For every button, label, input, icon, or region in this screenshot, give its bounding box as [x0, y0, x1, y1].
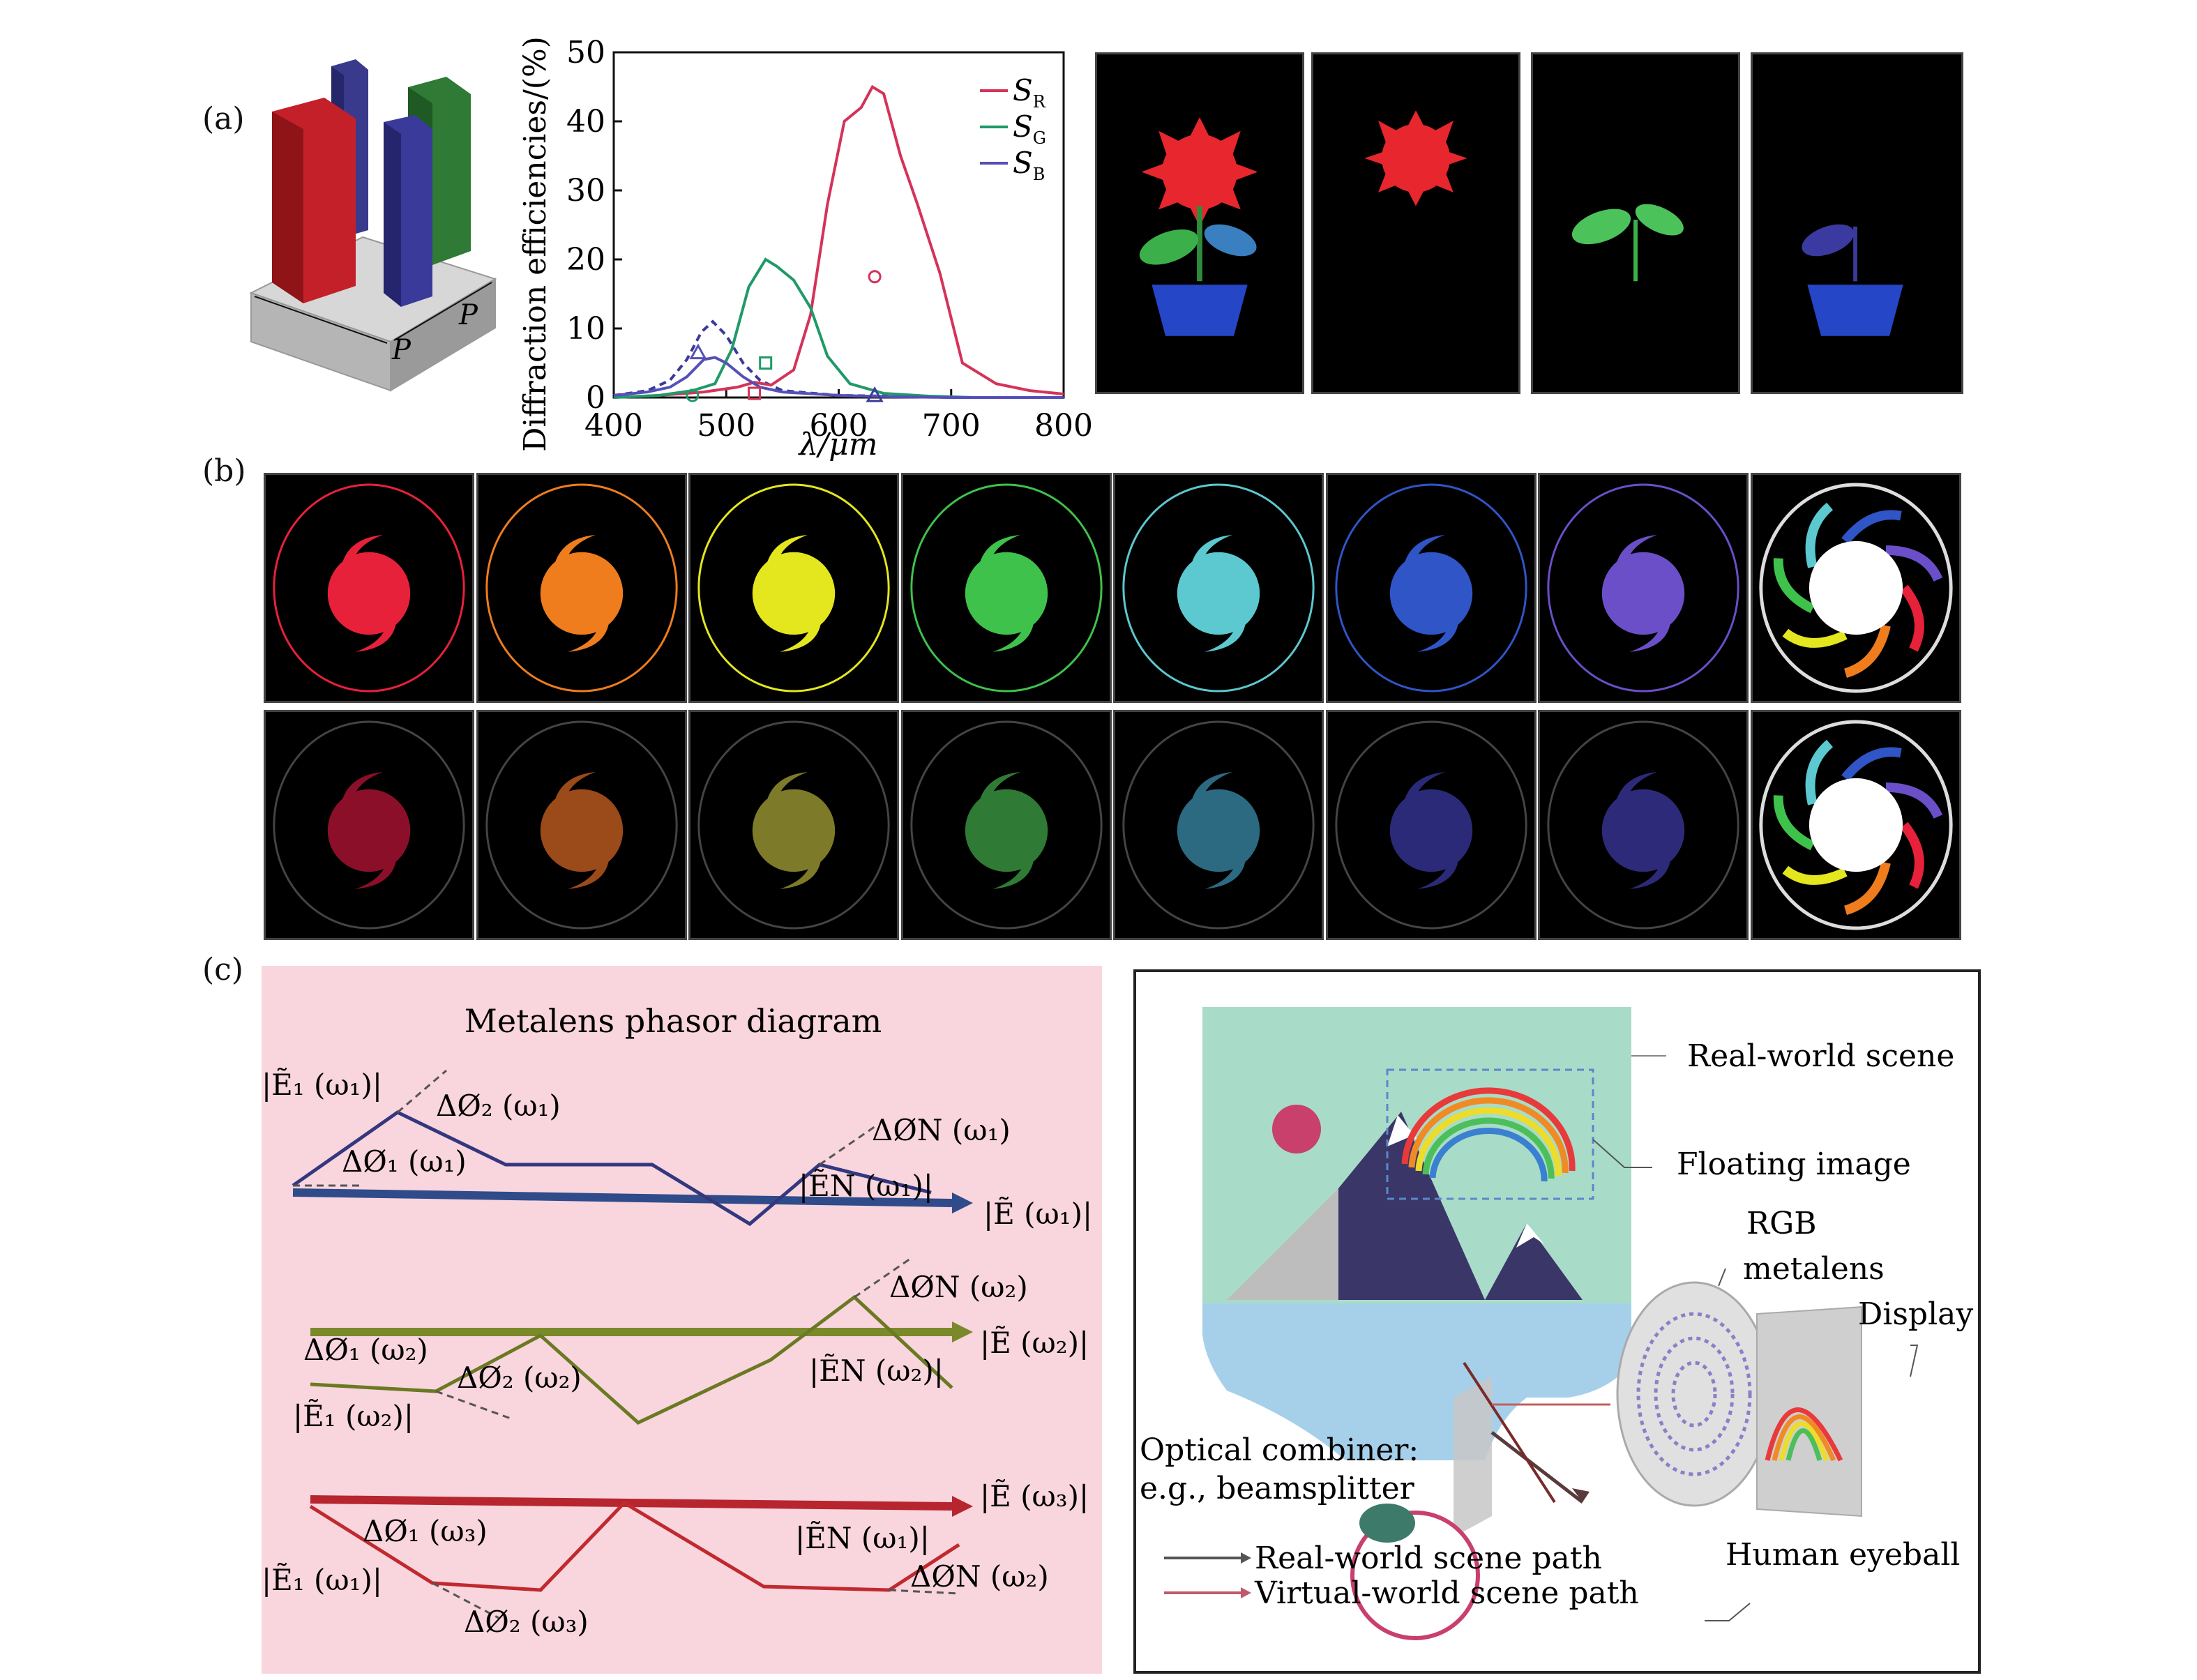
label-real-world-path: Real-world scene path: [1255, 1541, 1602, 1576]
phasor-r3-e1: |Ẽ₁ (ω₁)|: [262, 1562, 382, 1597]
chart-axes: 400 500 600 700 800 0 10 20 30 40 50: [566, 35, 1093, 444]
label-rgb: RGB: [1746, 1206, 1817, 1241]
phasor-r3-e: |Ẽ (ω₃)|: [980, 1478, 1089, 1513]
swirl-tile: [264, 473, 474, 703]
chart-series: [613, 84, 1064, 399]
y-tick-label: 30: [566, 173, 605, 209]
sun-icon: [1272, 1105, 1321, 1153]
phasor-r2-en: |ẼN (ω₂)|: [809, 1353, 944, 1388]
y-tick-label: 0: [586, 380, 605, 416]
diffraction-efficiency-chart: 400 500 600 700 800 0 10 20 30 40 50 Diffraction e…: [518, 35, 1093, 462]
legend-label-R: SR: [1013, 73, 1046, 112]
swirl-tile: [900, 473, 1112, 703]
marker-triangle: [689, 343, 707, 360]
y-tick-label: 10: [566, 311, 605, 347]
marker-square: [748, 386, 762, 400]
swirl-tile: [264, 710, 474, 940]
swirl-tile: [900, 710, 1112, 940]
marker-circle: [686, 388, 700, 402]
marker-circle: [868, 270, 882, 284]
flower-tile-combined: [1095, 52, 1304, 394]
marker-square: [759, 356, 773, 370]
panel-label-a: (a): [202, 101, 245, 137]
phasor-r2-dn: ΔØN (ω₂): [889, 1270, 1028, 1304]
swirl-tile: [476, 473, 687, 703]
legend-label-B: SB: [1013, 146, 1045, 184]
label-beamsplitter: e.g., beamsplitter: [1140, 1471, 1415, 1506]
phasor-r2-d2: ΔØ₂ (ω₂): [457, 1361, 582, 1395]
label-human-eyeball: Human eyeball: [1726, 1537, 1960, 1573]
swirl-tile: [1750, 710, 1961, 940]
y-tick-label: 40: [566, 104, 605, 139]
y-tick-label: 20: [566, 242, 605, 278]
chart-markers: [686, 270, 884, 402]
phasor-r3-dn: ΔØN (ω₂): [910, 1559, 1049, 1594]
metalens-unit-cell-illustration: P P: [249, 59, 497, 392]
phasor-r2-e1: |Ẽ₁ (ω₂)|: [293, 1398, 414, 1433]
phasor-r1-e1: |Ẽ₁ (ω₁)|: [262, 1067, 382, 1102]
ar-display-schematic: Real-world scene Floating image RGB meta…: [1133, 969, 1981, 1674]
x-tick-label: 500: [697, 408, 755, 444]
label-real-world-scene: Real-world scene: [1687, 1038, 1954, 1074]
swirl-tile: [688, 710, 899, 940]
floating-image-box: [1386, 1068, 1594, 1200]
dashed-series-line: [613, 319, 951, 399]
phasor-r1-d2: ΔØ₂ (ω₁): [436, 1089, 561, 1123]
panel-label-b: (b): [202, 453, 246, 489]
color-swirl-grid: [264, 473, 1963, 941]
series-line-G: [613, 257, 1064, 399]
swirl-tile: [1113, 473, 1324, 703]
series-line-R: [613, 84, 1064, 399]
swirl-tile: [688, 473, 899, 703]
swirl-tile: [1750, 473, 1961, 703]
phasor-r3-en: |ẼN (ω₁)|: [795, 1520, 930, 1555]
p-label-side: P: [458, 299, 478, 331]
swirl-tile: [1538, 473, 1749, 703]
swirl-tile: [1325, 473, 1537, 703]
phasor-r1-e: |Ẽ (ω₁)|: [983, 1196, 1092, 1231]
x-tick-label: 700: [922, 408, 981, 444]
y-tick-label: 50: [566, 35, 605, 70]
phasor-r1-en: |ẼN (ω₁)|: [799, 1168, 933, 1203]
x-tick-label: 600: [810, 408, 868, 444]
plot-frame: [612, 51, 1065, 399]
swirl-tile: [1113, 710, 1324, 940]
label-floating-image: Floating image: [1677, 1147, 1911, 1182]
label-optical-combiner: Optical combiner:: [1140, 1432, 1419, 1468]
x-tick-label: 800: [1034, 408, 1093, 444]
phasor-r2-d1: ΔØ₁ (ω₂): [303, 1333, 428, 1367]
legend-label-G: SG: [1013, 109, 1046, 148]
panel-label-c: (c): [202, 952, 243, 987]
p-label-front: P: [391, 334, 412, 366]
label-display: Display: [1858, 1296, 1973, 1332]
phasor-r3-d1: ΔØ₁ (ω₃): [363, 1514, 488, 1548]
y-axis-label: Diffraction efficiencies/(%): [518, 36, 553, 452]
flower-tile-red: [1311, 52, 1520, 394]
phasor-r2-e: |Ẽ (ω₂)|: [980, 1325, 1089, 1360]
swirl-tile: [476, 710, 687, 940]
label-metalens: metalens: [1743, 1251, 1885, 1287]
phasor-r3-d2: ΔØ₂ (ω₃): [464, 1605, 589, 1639]
phasor-row-2: ΔØN (ω₂) |Ẽ (ω₂)| ΔØ₁ (ω₂) ΔØ₂ (ω₂) |ẼN …: [293, 1257, 1089, 1433]
swirl-tile: [1538, 710, 1749, 940]
x-tick-label: 400: [584, 408, 643, 444]
phasor-diagram-panel: Metalens phasor diagram |Ẽ₁ (ω₁)| ΔØ₂ (ω…: [262, 966, 1102, 1674]
phasor-r1-d1: ΔØ₁ (ω₁): [342, 1144, 467, 1179]
phasor-r1-dn: ΔØN (ω₁): [872, 1113, 1011, 1147]
flower-tile-blue: [1751, 52, 1963, 394]
phasor-title: Metalens phasor diagram: [465, 1002, 882, 1040]
x-axis-label: λ/μm: [797, 427, 877, 462]
flower-tile-green: [1531, 52, 1740, 394]
marker-triangle: [866, 386, 884, 402]
series-line-B: [613, 356, 1064, 399]
phasor-row-3: |Ẽ (ω₃)| ΔØ₁ (ω₃) |ẼN (ω₁)| |Ẽ₁ (ω₁)| ΔØ…: [262, 1478, 1089, 1639]
swirl-tile: [1325, 710, 1537, 940]
phasor-row-1: |Ẽ₁ (ω₁)| ΔØ₂ (ω₁) ΔØ₁ (ω₁) ΔØN (ω₁) |ẼN…: [262, 1067, 1092, 1231]
label-virtual-world-path: Virtual-world scene path: [1254, 1575, 1639, 1611]
